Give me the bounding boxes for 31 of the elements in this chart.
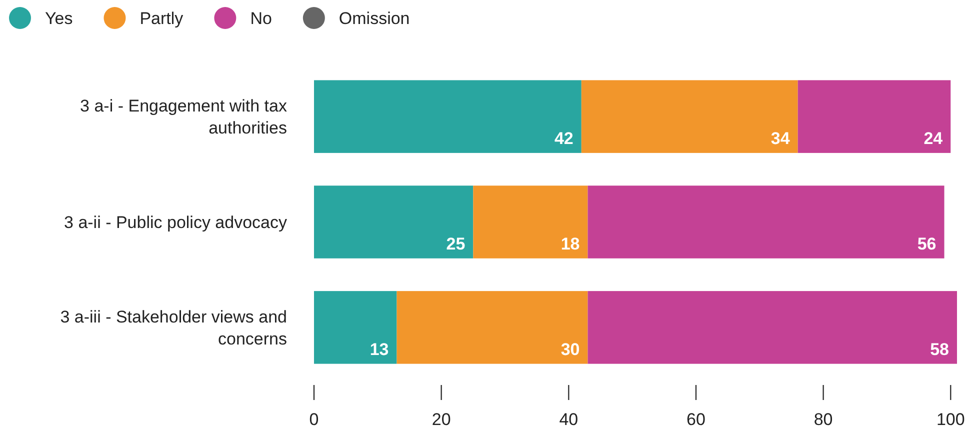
bar	[588, 186, 944, 258]
x-tick-label: 80	[814, 410, 833, 429]
data-label: 13	[370, 340, 389, 359]
x-tick-label: 100	[936, 410, 965, 429]
data-label: 18	[560, 234, 580, 254]
data-label: 25	[446, 234, 466, 254]
data-label: 42	[554, 128, 574, 148]
y-tick-label: 3 a-ii - Public policy advocacy	[64, 213, 288, 232]
x-tick-label: 0	[309, 410, 319, 429]
data-label: 34	[770, 128, 790, 148]
x-tick-label: 20	[432, 410, 451, 429]
bar	[581, 80, 798, 153]
data-label: 56	[917, 234, 936, 254]
legend-label: Yes	[45, 9, 73, 28]
data-label: 24	[924, 128, 944, 148]
legend-label: Partly	[140, 9, 184, 28]
y-tick-label: 3 a-i - Engagement with tax authorities	[80, 96, 288, 138]
bar	[798, 80, 951, 153]
legend-label: Omission	[338, 9, 410, 28]
bar	[314, 291, 397, 364]
data-label: 58	[930, 340, 949, 359]
bar	[588, 291, 957, 364]
data-label: 30	[560, 340, 580, 359]
x-tick-label: 60	[686, 410, 706, 429]
bar	[396, 291, 588, 364]
bar	[314, 80, 582, 153]
bar	[314, 186, 474, 258]
x-tick-label: 40	[559, 410, 578, 429]
bar	[473, 186, 588, 258]
y-tick-label: 3 a-iii - Stakeholder views and concerns	[60, 307, 287, 348]
legend-label: No	[250, 9, 272, 28]
